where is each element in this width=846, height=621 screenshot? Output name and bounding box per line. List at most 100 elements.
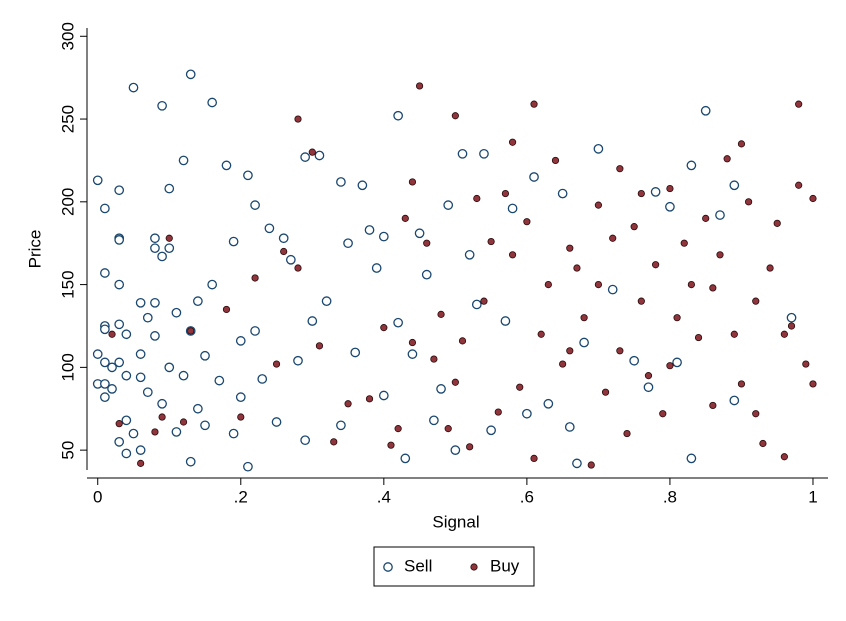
point — [321, 296, 332, 306]
point — [716, 251, 724, 259]
point — [709, 284, 717, 292]
point — [400, 453, 411, 464]
point — [151, 428, 159, 436]
legend-marker — [470, 563, 478, 571]
point — [272, 360, 281, 368]
point — [200, 350, 210, 361]
point — [251, 274, 259, 282]
point — [150, 233, 160, 244]
point — [100, 357, 110, 368]
y-tick-label: 250 — [58, 105, 77, 133]
point — [694, 333, 703, 342]
point — [494, 408, 502, 416]
point — [508, 138, 517, 146]
point — [687, 280, 695, 289]
point — [673, 314, 681, 322]
point — [780, 330, 788, 338]
point — [308, 148, 316, 156]
point — [630, 223, 638, 231]
point — [500, 316, 511, 326]
point — [185, 69, 196, 80]
point — [786, 312, 797, 323]
point — [480, 297, 488, 305]
point — [773, 219, 781, 227]
point — [250, 200, 260, 210]
point — [802, 360, 810, 368]
point — [607, 284, 618, 295]
point — [114, 319, 125, 330]
point — [529, 172, 539, 182]
point — [343, 238, 353, 249]
point — [393, 317, 403, 328]
y-tick-label: 100 — [58, 353, 77, 381]
point — [737, 140, 746, 148]
point — [659, 410, 667, 418]
point — [601, 388, 610, 396]
point — [137, 459, 145, 467]
point — [178, 370, 189, 381]
point — [315, 342, 324, 350]
point — [100, 324, 110, 335]
point — [294, 264, 302, 272]
point — [457, 148, 468, 159]
point — [702, 214, 710, 222]
point — [752, 297, 760, 305]
point — [250, 326, 260, 336]
point — [752, 410, 760, 418]
point — [371, 263, 382, 273]
x-tick-label: .8 — [663, 487, 677, 506]
point — [487, 237, 495, 246]
point — [294, 115, 302, 123]
point — [444, 425, 452, 433]
point — [530, 100, 538, 108]
point — [522, 408, 532, 419]
point — [407, 349, 418, 359]
point — [737, 380, 746, 388]
point — [665, 201, 675, 212]
point — [473, 194, 481, 203]
point — [393, 110, 403, 121]
point — [365, 395, 374, 403]
point — [507, 203, 518, 214]
point — [394, 425, 402, 433]
point — [107, 384, 117, 394]
point — [609, 234, 617, 242]
point — [587, 461, 595, 469]
point — [430, 355, 438, 363]
point — [543, 398, 554, 409]
point — [544, 280, 552, 289]
point — [164, 362, 175, 373]
point — [114, 437, 125, 447]
point — [158, 413, 166, 421]
point — [378, 231, 389, 242]
point — [380, 324, 388, 332]
point — [637, 297, 645, 305]
point — [108, 330, 116, 338]
point — [501, 189, 510, 198]
point — [672, 357, 682, 368]
point — [336, 177, 346, 187]
point — [135, 372, 146, 383]
point — [271, 417, 282, 427]
x-tick-label: 1 — [808, 487, 817, 506]
point — [666, 184, 674, 193]
point — [566, 347, 574, 355]
y-tick-label: 50 — [58, 441, 77, 460]
point — [114, 235, 125, 245]
point — [557, 188, 568, 199]
point — [443, 200, 454, 210]
point — [623, 429, 631, 438]
point — [150, 331, 160, 341]
point — [200, 420, 210, 431]
point — [594, 280, 603, 289]
point — [164, 183, 175, 194]
point — [686, 453, 697, 464]
point — [401, 214, 409, 222]
point — [100, 268, 110, 278]
y-tick-label: 300 — [58, 22, 77, 50]
point — [142, 387, 153, 398]
point — [629, 355, 640, 366]
point — [594, 201, 603, 209]
